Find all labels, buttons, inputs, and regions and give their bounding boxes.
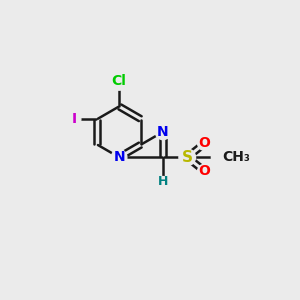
Text: O: O [199,164,211,178]
Circle shape [198,136,212,150]
Text: S: S [182,150,193,165]
Circle shape [110,72,128,90]
Circle shape [111,149,127,165]
Text: Cl: Cl [112,74,127,88]
Circle shape [179,149,196,166]
Circle shape [212,147,233,168]
Text: N: N [113,150,125,164]
Circle shape [69,113,81,125]
Text: N: N [157,125,169,139]
Text: O: O [199,136,211,150]
Circle shape [158,176,168,187]
Text: I: I [72,112,77,126]
Text: CH₃: CH₃ [222,150,250,164]
Circle shape [198,164,212,178]
Text: H: H [158,175,168,188]
Circle shape [155,124,171,140]
